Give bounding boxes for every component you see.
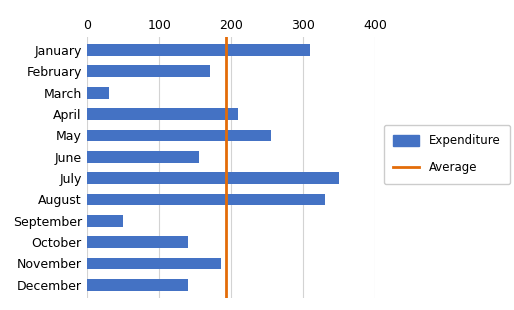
- Legend: Expenditure, Average: Expenditure, Average: [384, 125, 510, 184]
- Bar: [87, 172, 339, 184]
- Bar: [87, 108, 238, 120]
- Bar: [87, 193, 325, 205]
- Bar: [87, 65, 210, 77]
- Bar: [87, 44, 310, 56]
- Bar: [87, 151, 199, 163]
- Bar: [87, 87, 109, 99]
- Bar: [87, 279, 188, 291]
- Bar: [87, 130, 271, 141]
- Bar: [87, 236, 188, 248]
- Bar: [87, 215, 123, 227]
- Bar: [87, 258, 221, 269]
